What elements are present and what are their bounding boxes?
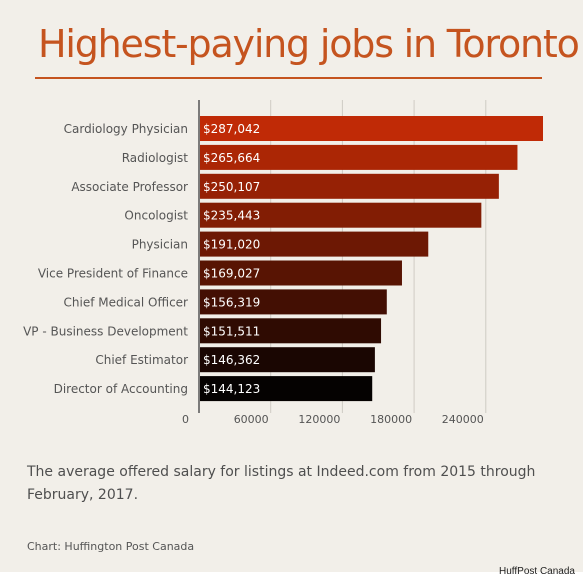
bar-value-label: $146,362 <box>203 353 260 367</box>
bar-value-label: $235,443 <box>203 209 260 223</box>
category-label: VP - Business Development <box>23 324 188 338</box>
category-label: Associate Professor <box>71 180 188 194</box>
category-label: Vice President of Finance <box>38 267 188 281</box>
bar <box>200 144 518 170</box>
bar <box>200 347 375 373</box>
infographic-card: Highest-paying jobs in Toronto $287,042 $… <box>23 22 580 553</box>
category-label: Physician <box>132 238 188 252</box>
bar-value-label: $250,107 <box>203 180 260 194</box>
bar-value-label: $144,123 <box>203 382 260 396</box>
x-tick-label: 240000 <box>442 413 484 426</box>
bar <box>200 376 373 402</box>
bar-value-label: $265,664 <box>203 151 260 165</box>
category-label: Oncologist <box>124 209 188 223</box>
x-tick-label: 180000 <box>370 413 412 426</box>
bar <box>200 260 402 286</box>
x-tick-label: 0 <box>182 413 189 426</box>
bar-value-label: $191,020 <box>203 238 260 252</box>
bars: $287,042 $265,664 $250,107 $235,443 $191,020… <box>200 116 543 402</box>
footer-bar <box>0 572 583 587</box>
bar-value-label: $156,319 <box>203 295 260 309</box>
x-tick-label: 60000 <box>234 413 269 426</box>
chart-caption: The average offered salary for listings … <box>27 464 536 503</box>
bar <box>200 202 482 228</box>
category-label: Chief Medical Officer <box>64 295 189 309</box>
title-underline <box>35 77 542 79</box>
bar <box>200 116 543 141</box>
category-label: Chief Estimator <box>95 353 188 367</box>
x-axis-ticks: 0 60000 120000 180000 240000 <box>182 413 484 426</box>
category-label: Director of Accounting <box>54 382 188 396</box>
bar-value-label: $151,511 <box>203 324 260 338</box>
category-label: Cardiology Physician <box>64 122 188 136</box>
source-footer: HuffPost Canada <box>499 566 575 577</box>
chart-title: Highest-paying jobs in Toronto <box>38 22 580 66</box>
chart-credit: Chart: Huffington Post Canada <box>27 540 195 553</box>
bar <box>200 289 387 315</box>
bar-chart: $287,042 $265,664 $250,107 $235,443 $191,020… <box>23 100 543 426</box>
bar <box>200 231 429 257</box>
bar <box>200 318 382 344</box>
x-tick-label: 120000 <box>298 413 340 426</box>
category-label: Radiologist <box>122 151 189 165</box>
category-labels: Cardiology Physician Radiologist Associate… <box>23 122 188 396</box>
bar <box>200 173 499 199</box>
bar-value-label: $169,027 <box>203 267 260 281</box>
bar-value-label: $287,042 <box>203 122 260 136</box>
